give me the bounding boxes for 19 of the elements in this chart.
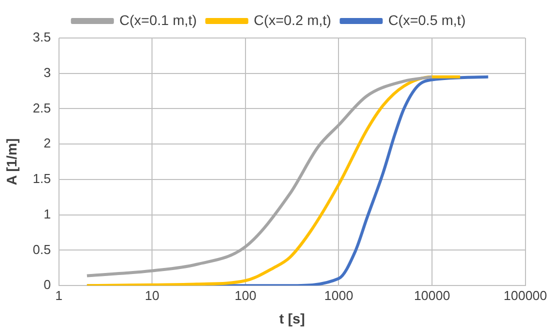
y-tick-label: 2 xyxy=(44,136,51,151)
y-tick-label: 2.5 xyxy=(32,100,51,116)
x-tick-label: 100000 xyxy=(504,288,548,303)
y-tick-label: 3 xyxy=(44,64,51,80)
x-tick-label: 1 xyxy=(55,288,62,303)
x-axis-title: t [s] xyxy=(279,310,305,326)
y-tick-label: 0.5 xyxy=(32,242,51,257)
y-tick-label: 3.5 xyxy=(32,30,51,45)
legend-label: C(x=0.2 m,t) xyxy=(254,12,332,28)
x-tick-label: 1000 xyxy=(324,288,354,303)
x-tick-label: 100 xyxy=(234,288,256,303)
y-tick-label: 1.5 xyxy=(32,171,51,186)
x-tick-label: 10 xyxy=(144,288,160,303)
y-axis-title: A [1/m] xyxy=(3,138,20,186)
y-tick-label: 0 xyxy=(44,277,51,292)
x-tick-label: 10000 xyxy=(414,288,450,303)
legend-label: C(x=0.5 m,t) xyxy=(388,12,466,28)
y-tick-label: 1 xyxy=(44,206,51,222)
legend-label: C(x=0.1 m,t) xyxy=(119,12,197,28)
